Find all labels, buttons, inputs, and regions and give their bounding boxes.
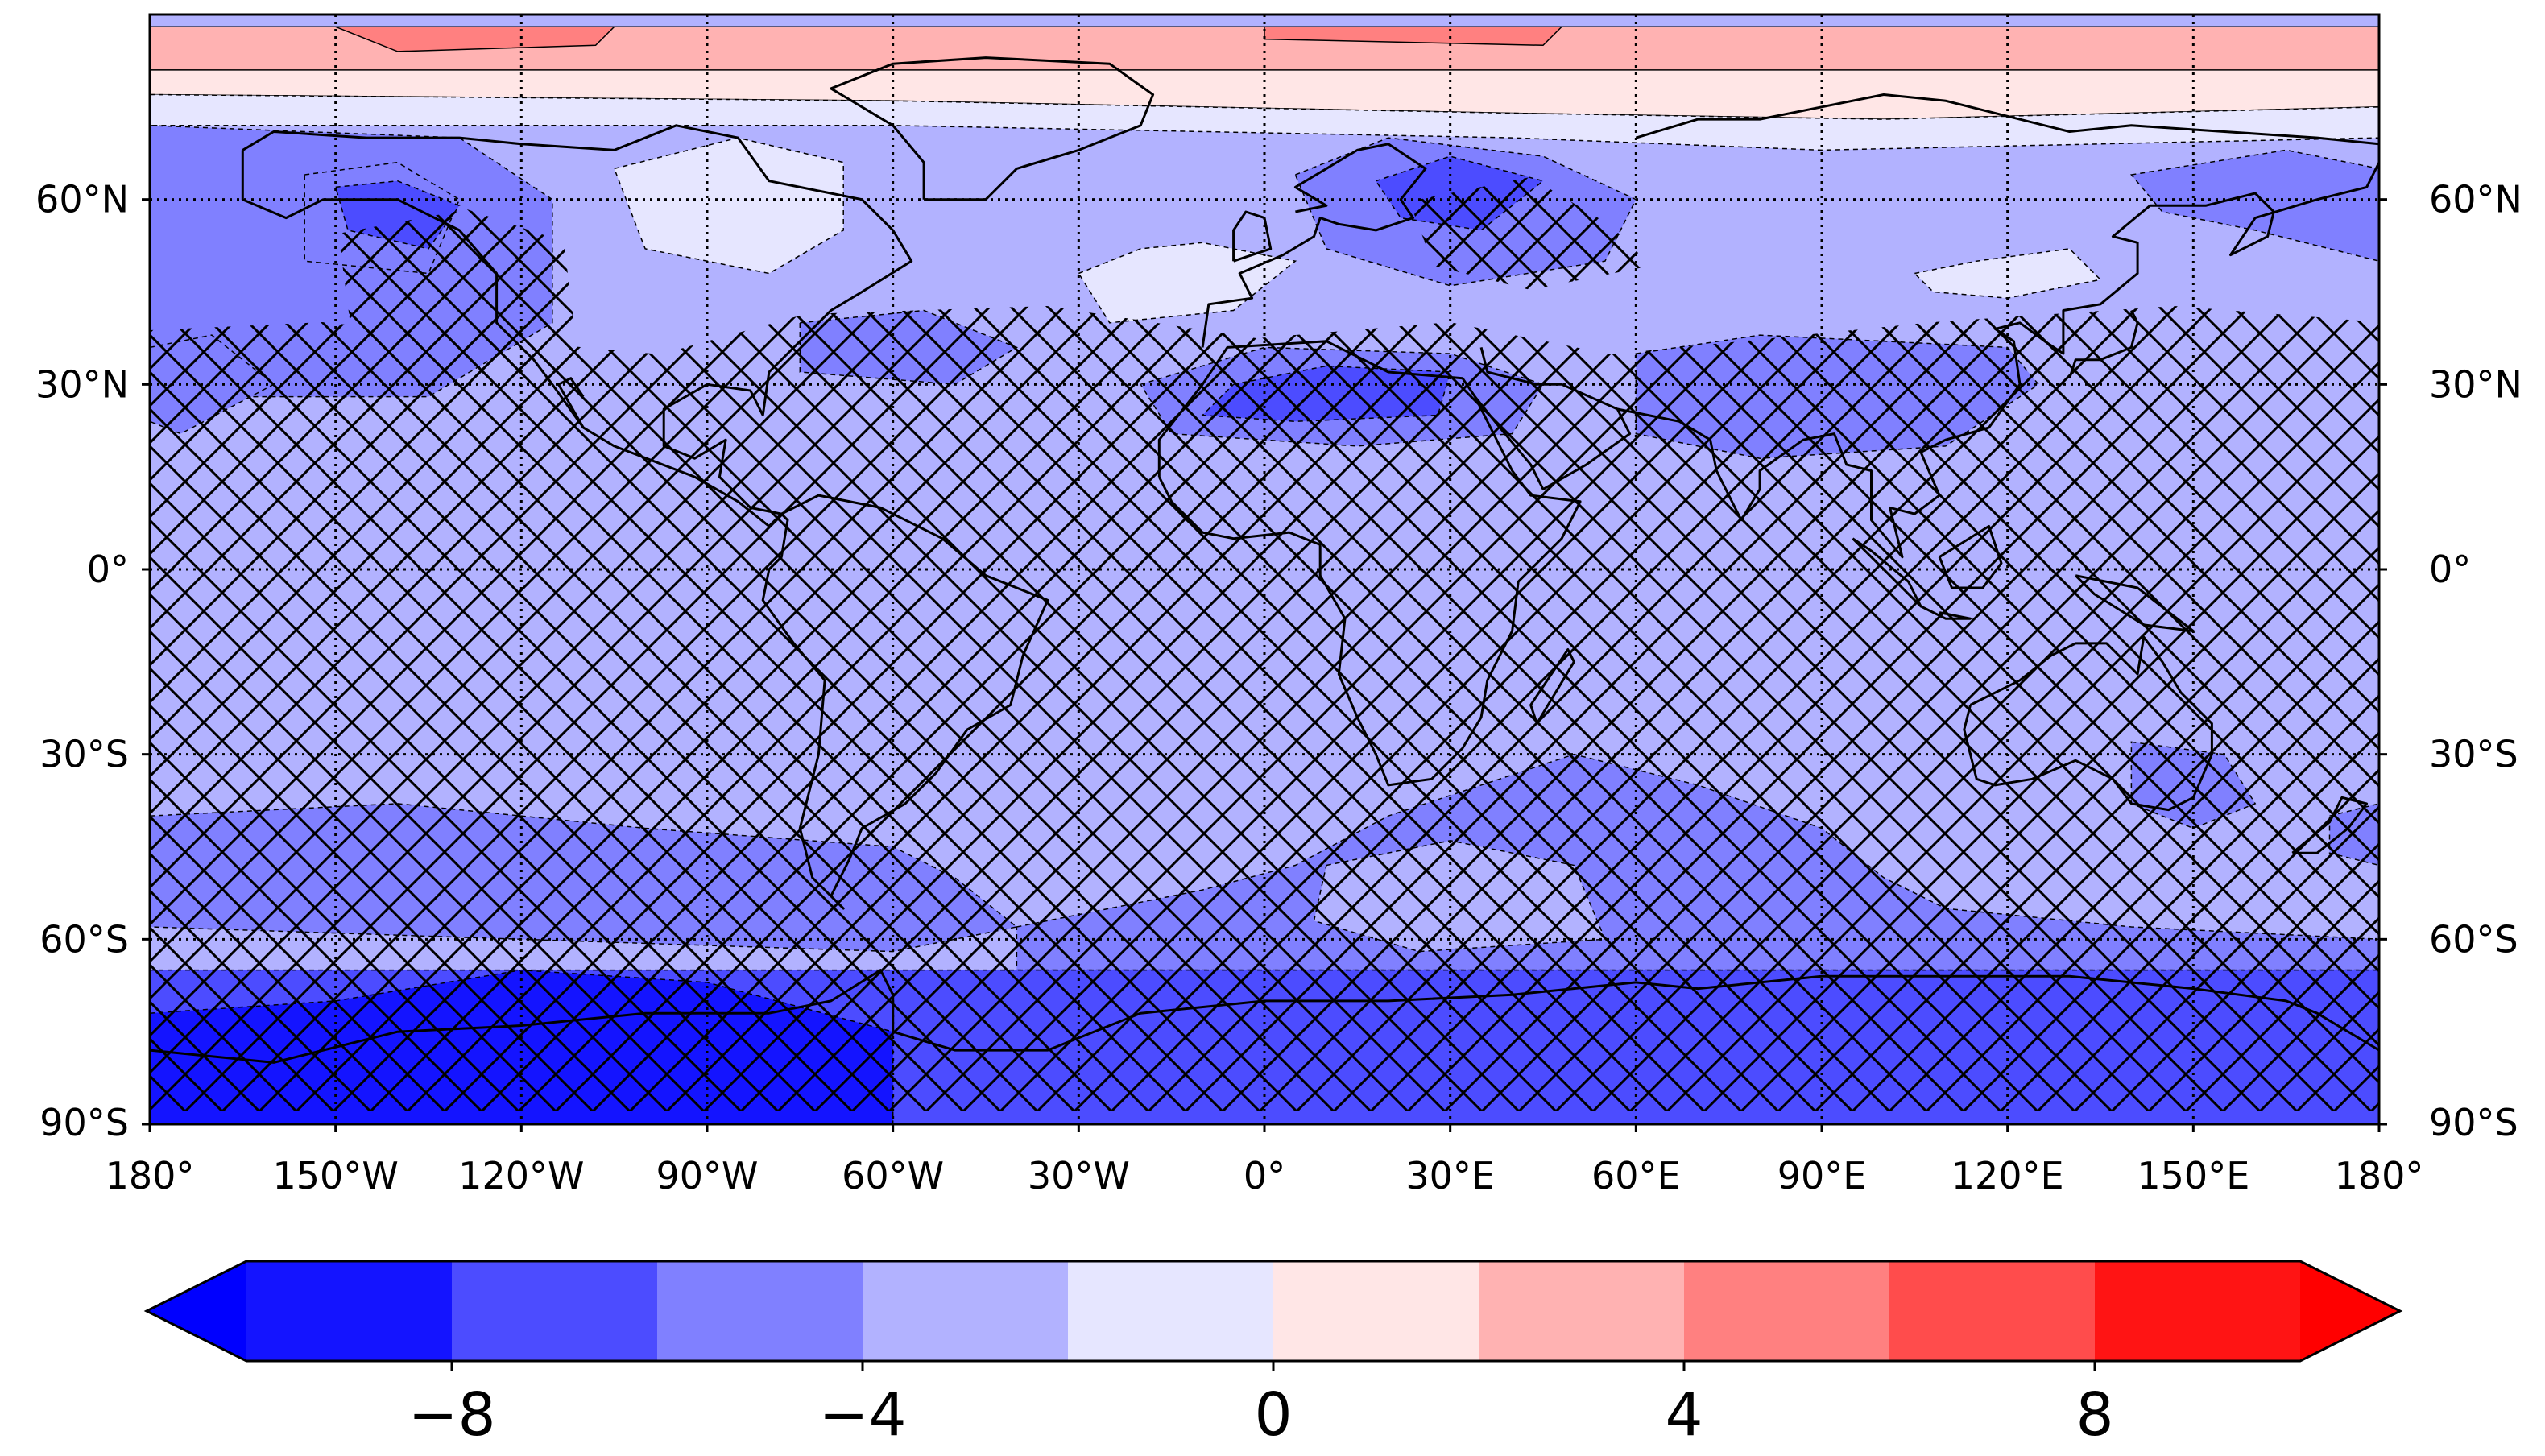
contour-region-2 [1264, 26, 1563, 47]
lon-label: 30°E [1405, 1154, 1495, 1197]
coastline-6 [1617, 162, 2379, 559]
coastline-2 [830, 56, 1155, 201]
contour-region-7 [1913, 248, 2102, 299]
lon-label: 120°E [1951, 1154, 2064, 1197]
lat-label-right: 60°N [2429, 178, 2522, 221]
coastlines [150, 56, 2379, 1064]
coastline-5 [1474, 347, 1632, 490]
lat-label-left: 60°N [35, 178, 129, 221]
colorbar-segment [246, 1261, 452, 1361]
colorbar-over-arrow [2300, 1261, 2400, 1361]
colorbar-outline [143, 1260, 2403, 1363]
colorbar-segment [1684, 1261, 1889, 1361]
colorbar-segment [1889, 1261, 2095, 1361]
colorbar-segment [452, 1261, 657, 1361]
lat-label-right: 30°N [2429, 362, 2522, 406]
coastline-15 [1529, 648, 1575, 725]
colorbar-segment [657, 1261, 863, 1361]
lat-label-left: 0° [87, 548, 129, 591]
lat-label-right: 0° [2429, 548, 2471, 591]
lon-label: 120°W [458, 1154, 584, 1197]
colorbar-ticks: −8 −4 0 4 8 [408, 1361, 2114, 1450]
colorbar-segment [863, 1261, 1068, 1361]
lon-label: 30°W [1028, 1154, 1130, 1197]
contour-region-1 [335, 26, 616, 52]
lon-label: 180° [2335, 1154, 2424, 1197]
coastline-12 [1920, 605, 1972, 620]
colorbar-under-arrow [147, 1261, 246, 1361]
coastline-10 [2068, 309, 2139, 379]
hatch-region-europe [1409, 177, 1651, 290]
colorbar-segment [1273, 1261, 1479, 1361]
map-plot: 60°N 60°N 30°N 30°N 0° 0° 30°S 30°S 60°S 60°S 90°S… [35, 13, 2522, 1197]
coastline-13 [1938, 524, 2003, 589]
colorbar-boxes [143, 1260, 2403, 1363]
coastline-4 [1201, 143, 1427, 348]
coastline-16 [2291, 796, 2369, 854]
contour-region-15 [2129, 149, 2379, 262]
colorbar-tick-label: 8 [2075, 1380, 2113, 1450]
lat-label-right: 30°S [2429, 733, 2518, 776]
colorbar-tick-label: −8 [408, 1380, 495, 1450]
lat-label-right: 60°S [2429, 917, 2518, 961]
gridlines [150, 14, 2379, 1124]
hatch-region-north-america [338, 209, 580, 378]
coastline-17 [150, 969, 2379, 1064]
coastline-3 [1157, 340, 1582, 787]
lon-label: 180° [106, 1154, 195, 1197]
colorbar-segment [1068, 1261, 1273, 1361]
coastline-9 [1232, 210, 1272, 263]
lon-label: 60°W [842, 1154, 944, 1197]
colorbar-tick-label: −4 [818, 1380, 906, 1450]
coastline-18 [557, 377, 585, 428]
lat-label-left: 30°S [39, 733, 129, 776]
longitude-labels: 180° 150°W 120°W 90°W 60°W 30°W 0° 30°E 60°E 90°E… [106, 1124, 2424, 1197]
lon-label: 150°W [273, 1154, 399, 1197]
coastline-11 [1852, 537, 1922, 608]
colorbar-tick-label: 4 [1665, 1380, 1703, 1450]
coastline-1 [761, 494, 1049, 910]
hatch-region-tropics [150, 306, 2379, 1111]
coastline-0 [241, 124, 913, 527]
coastline-8 [1963, 635, 2213, 812]
lon-label: 60°E [1591, 1154, 1681, 1197]
contour-region-4 [150, 93, 2379, 151]
coastline-7 [1635, 93, 2379, 146]
colorbar-segment [2095, 1261, 2300, 1361]
lat-label-left: 90°S [39, 1101, 129, 1144]
colorbar-segment [1479, 1261, 1684, 1361]
latitude-labels: 60°N 60°N 30°N 30°N 0° 0° 30°S 30°S 60°S 60°S 90°S… [35, 178, 2522, 1144]
lon-label: 150°E [2137, 1154, 2249, 1197]
lon-label: 0° [1244, 1154, 1285, 1197]
colorbar: −8 −4 0 4 8 [143, 1260, 2403, 1450]
coastline-14 [2075, 574, 2195, 633]
lat-label-left: 30°N [35, 362, 129, 406]
lat-label-left: 60°S [39, 917, 129, 961]
colorbar-tick-label: 0 [1254, 1380, 1292, 1450]
lon-label: 90°E [1777, 1154, 1867, 1197]
lat-label-right: 90°S [2429, 1101, 2518, 1144]
lon-label: 90°W [656, 1154, 758, 1197]
